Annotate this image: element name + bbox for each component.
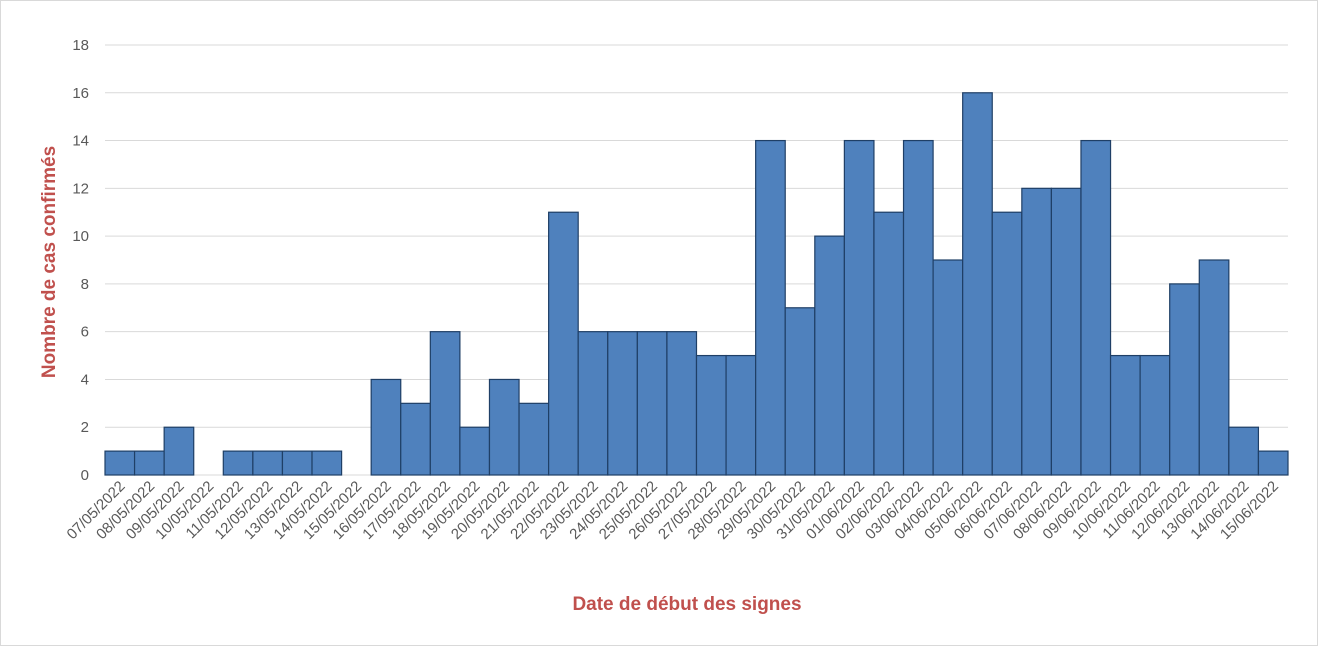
bar xyxy=(1198,259,1230,476)
bar xyxy=(666,331,698,476)
bar xyxy=(1257,450,1289,476)
bar xyxy=(991,211,1023,476)
y-tick-label: 16 xyxy=(72,85,89,102)
y-tick-label: 18 xyxy=(72,37,89,54)
bar xyxy=(695,354,727,476)
bar xyxy=(370,378,402,476)
x-axis-title: Date de début des signes xyxy=(572,594,801,615)
y-tick-label: 10 xyxy=(72,228,89,245)
y-tick-label: 8 xyxy=(81,276,89,293)
bar xyxy=(902,139,934,476)
bar xyxy=(784,307,816,476)
bar xyxy=(1139,354,1171,476)
bar xyxy=(755,139,786,476)
bar xyxy=(163,426,195,476)
bar xyxy=(607,331,638,476)
bar xyxy=(725,354,757,476)
bar xyxy=(311,450,343,476)
y-axis-title: Nombre de cas confirmés xyxy=(39,146,60,378)
bar xyxy=(577,331,609,476)
bar xyxy=(932,259,964,476)
y-tick-label: 14 xyxy=(72,133,89,150)
bar xyxy=(133,450,165,476)
y-tick-label: 2 xyxy=(81,419,89,436)
bar xyxy=(1109,354,1141,476)
y-tick-label: 6 xyxy=(81,324,89,341)
bar xyxy=(1021,187,1053,476)
bar xyxy=(873,211,905,476)
bar xyxy=(488,378,520,476)
bar xyxy=(962,92,993,476)
bar xyxy=(281,450,313,476)
y-tick-label: 12 xyxy=(72,180,89,197)
bar xyxy=(429,331,461,476)
bar xyxy=(400,402,431,476)
bar xyxy=(459,426,491,476)
bar xyxy=(1169,283,1200,476)
bar xyxy=(1080,139,1112,476)
bar xyxy=(548,211,579,476)
y-tick-label: 0 xyxy=(81,467,89,484)
bar xyxy=(1228,426,1260,476)
y-tick-label: 4 xyxy=(81,371,89,388)
bar xyxy=(636,331,668,476)
bar xyxy=(252,450,284,476)
bar xyxy=(814,235,845,476)
bar xyxy=(222,450,254,476)
bar xyxy=(1050,187,1082,476)
bar xyxy=(518,402,550,476)
bar xyxy=(843,139,875,476)
bar xyxy=(104,450,136,476)
